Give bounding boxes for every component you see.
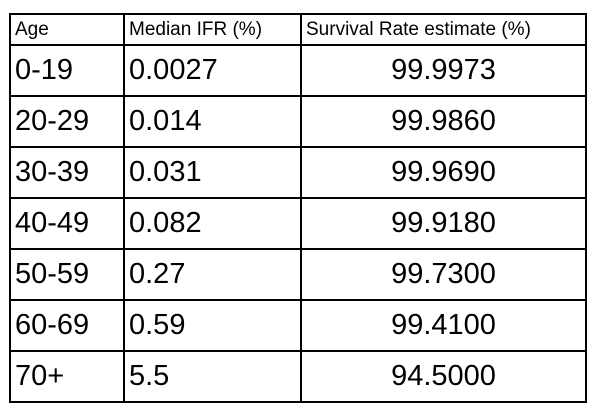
table-row: 30-39 0.031 99.9690 [9,146,587,199]
ifr-cell: 0.59 [123,299,302,352]
survival-cell: 99.9860 [300,95,587,148]
age-cell: 20-29 [9,95,125,148]
ifr-cell: 0.082 [123,197,302,250]
survival-cell: 94.5000 [300,350,587,403]
table-row: 50-59 0.27 99.7300 [9,248,587,301]
table-container: Age Median IFR (%) Survival Rate estimat… [9,13,587,403]
survival-cell: 99.4100 [300,299,587,352]
survival-cell: 99.7300 [300,248,587,301]
survival-cell: 99.9973 [300,44,587,97]
table-row: 20-29 0.014 99.9860 [9,95,587,148]
table-row: 60-69 0.59 99.4100 [9,299,587,352]
survival-cell: 99.9690 [300,146,587,199]
table-row: 40-49 0.082 99.9180 [9,197,587,250]
header-row: Age Median IFR (%) Survival Rate estimat… [9,13,587,46]
age-cell: 50-59 [9,248,125,301]
age-cell: 70+ [9,350,125,403]
age-cell: 60-69 [9,299,125,352]
ifr-cell: 0.031 [123,146,302,199]
age-cell: 30-39 [9,146,125,199]
header-survival-rate: Survival Rate estimate (%) [300,13,587,46]
ifr-cell: 0.27 [123,248,302,301]
ifr-cell: 0.014 [123,95,302,148]
ifr-cell: 5.5 [123,350,302,403]
age-cell: 0-19 [9,44,125,97]
age-cell: 40-49 [9,197,125,250]
table-row: 0-19 0.0027 99.9973 [9,44,587,97]
survival-cell: 99.9180 [300,197,587,250]
ifr-table: Age Median IFR (%) Survival Rate estimat… [9,13,587,403]
ifr-cell: 0.0027 [123,44,302,97]
header-median-ifr: Median IFR (%) [123,13,302,46]
header-age: Age [9,13,125,46]
table-row: 70+ 5.5 94.5000 [9,350,587,403]
